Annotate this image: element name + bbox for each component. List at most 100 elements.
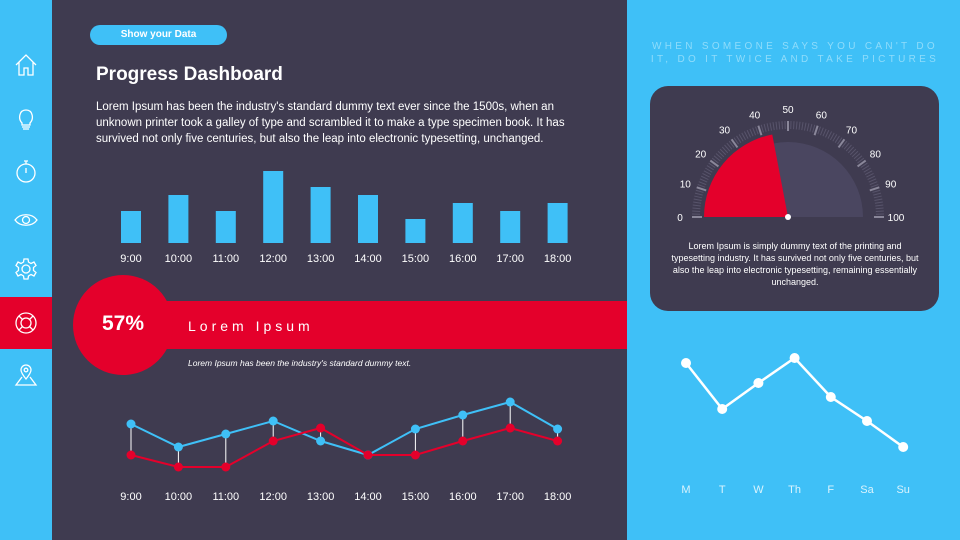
gauge-tick: [855, 155, 863, 162]
gauge-tick: [843, 142, 850, 150]
gauge-tick: [873, 195, 882, 199]
gauge-tick: [711, 157, 719, 164]
bar: [121, 211, 141, 243]
gauge-tick: [700, 175, 709, 180]
gauge-tick: [769, 122, 773, 131]
gauge-tick: [853, 153, 861, 160]
gauge-tick: [733, 137, 739, 145]
gauge-fill: [704, 134, 788, 217]
weekly-point: [717, 404, 728, 414]
gauge-tick: [849, 148, 857, 156]
weekly-x-label: Su: [896, 484, 909, 496]
nav-settings[interactable]: [0, 243, 52, 295]
gauge-tick: [801, 122, 804, 131]
nav-home[interactable]: [0, 39, 52, 91]
series-point: [221, 462, 231, 472]
nav-timer[interactable]: [0, 146, 52, 198]
gauge-tick: [847, 146, 855, 154]
line-x-label: 11:00: [212, 491, 239, 503]
intro-text: Lorem Ipsum has been the industry's stan…: [96, 101, 565, 145]
weekly-x-label: Sa: [860, 484, 874, 496]
gauge-tick: [817, 126, 821, 135]
gauge-tick: [709, 159, 720, 168]
gauge-tick: [872, 189, 881, 193]
nav-map[interactable]: [0, 349, 52, 401]
gauge-tick: [778, 121, 781, 130]
weekly-x-label: W: [753, 484, 764, 496]
weekly-x-label: Th: [788, 484, 801, 496]
line-x-label: 16:00: [449, 491, 477, 503]
gauge-tick: [741, 132, 747, 141]
weekly-x-label: T: [719, 484, 726, 496]
gauge-tick-label: 30: [719, 126, 731, 137]
stopwatch-icon: [16, 160, 36, 183]
gauge-tick: [869, 181, 878, 186]
percent-value: 57%: [101, 312, 145, 335]
bar-x-label: 18:00: [544, 253, 572, 265]
gauge-tick-label: 90: [885, 180, 897, 191]
gauge-tick: [870, 184, 879, 188]
series-line: [130, 426, 558, 468]
gauge-tick: [693, 201, 702, 204]
series-point: [173, 442, 183, 452]
series-point: [410, 450, 420, 460]
lightbulb-icon: [19, 109, 33, 130]
gauge-tick: [856, 159, 867, 168]
gauge-tick: [702, 172, 710, 178]
gauge-tick: [703, 170, 712, 176]
line-x-label: 13:00: [307, 491, 335, 503]
gauge-tick: [829, 132, 835, 141]
bar: [310, 187, 331, 243]
gauge-tick: [851, 150, 859, 158]
nav-support[interactable]: [0, 297, 52, 349]
gauge-tick: [873, 192, 882, 196]
bar: [168, 195, 189, 243]
highlight-bar: [120, 301, 627, 349]
main-panel: [52, 0, 627, 540]
gauge-tick: [827, 131, 833, 139]
show-data-button[interactable]: Show your Data: [90, 25, 227, 45]
gauge-tick: [715, 153, 723, 160]
gauge-tick: [692, 210, 701, 212]
map-pin-icon: [14, 364, 38, 386]
gauge-tick-label: 70: [846, 126, 858, 137]
gauge-tick: [766, 123, 770, 132]
gauge-tick: [795, 121, 798, 130]
weekly-point: [681, 358, 691, 368]
gauge-tick: [746, 129, 751, 138]
bar: [452, 203, 473, 243]
series-point: [505, 397, 515, 407]
eye-icon: [14, 214, 38, 226]
gauge-tick: [862, 165, 870, 171]
series-point: [126, 450, 136, 460]
gauge-tick: [875, 204, 884, 207]
series-point: [553, 424, 563, 434]
series-point: [126, 419, 136, 429]
bar: [405, 219, 426, 243]
bar: [263, 171, 284, 243]
weekly-point: [862, 416, 872, 426]
gauge-tick: [693, 198, 702, 202]
series-point: [553, 436, 563, 446]
gauge-tick-label: 40: [749, 110, 761, 121]
weekly-x-label: F: [827, 484, 834, 496]
gauge-tick: [781, 121, 783, 130]
gauge-tick: [837, 138, 846, 149]
nav-ideas[interactable]: [0, 93, 52, 145]
gauge-tick: [864, 170, 873, 176]
gauge-tick: [834, 135, 840, 143]
gauge-tick: [874, 198, 883, 202]
series-point: [268, 416, 278, 426]
nav-view[interactable]: [0, 194, 52, 246]
line-x-label: 14:00: [354, 491, 382, 503]
gauge-tick: [857, 157, 865, 164]
series-point: [458, 410, 468, 420]
gauge-tick-label: 50: [782, 105, 794, 116]
gauge-tick: [869, 186, 880, 192]
weekly-point: [825, 392, 836, 402]
series-point: [363, 450, 373, 460]
series-point: [505, 423, 515, 433]
series-point: [316, 436, 326, 446]
gauge-tick: [875, 207, 884, 210]
line-x-label: 9:00: [120, 491, 141, 503]
